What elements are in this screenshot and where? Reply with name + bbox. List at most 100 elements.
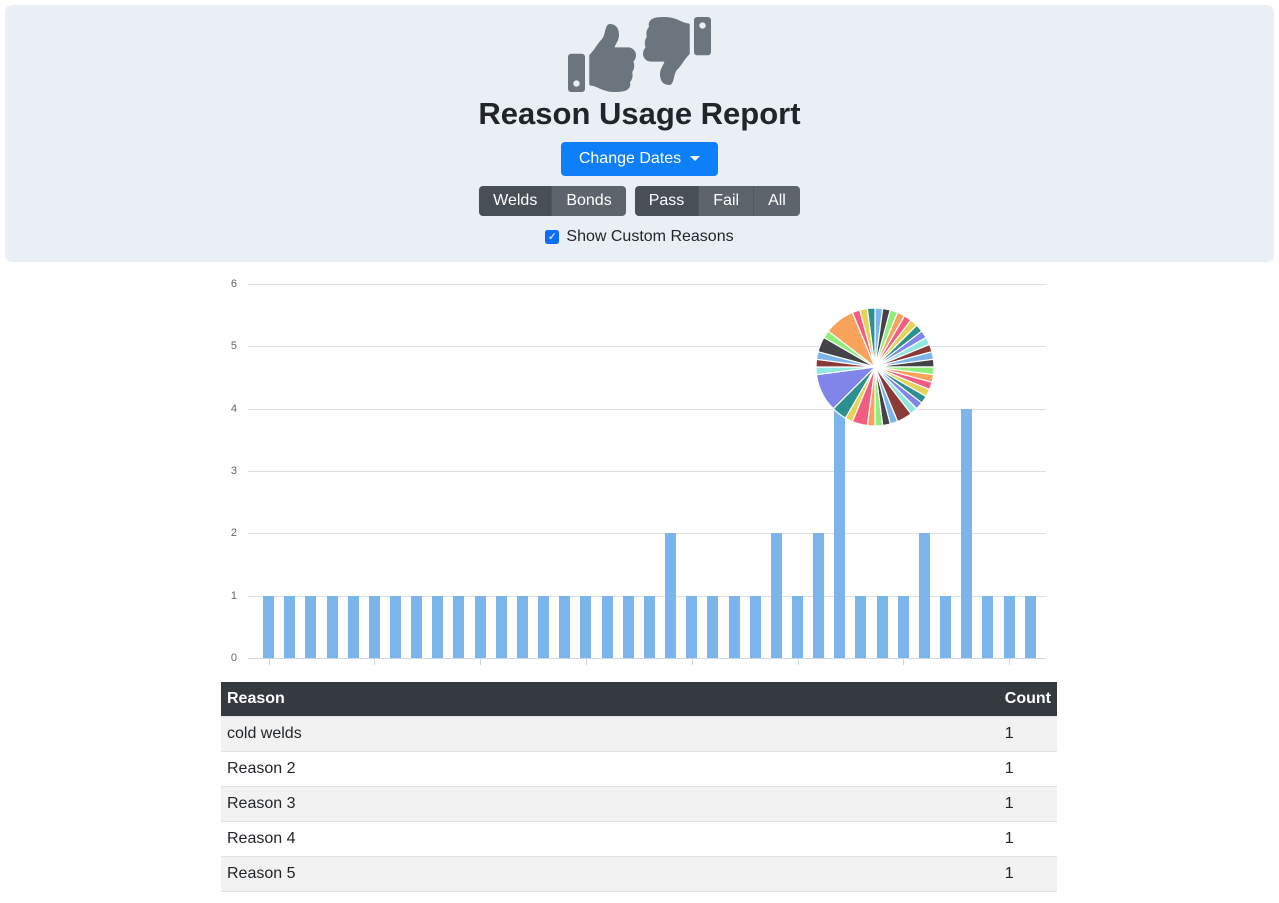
y-axis-label: 3 — [230, 464, 237, 477]
bar — [347, 595, 359, 658]
count-cell: 1 — [998, 716, 1057, 752]
bar-slot — [639, 284, 660, 658]
y-axis-label: 1 — [230, 589, 237, 602]
bar — [263, 595, 275, 658]
change-dates-label: Change Dates — [578, 150, 682, 168]
bar — [538, 595, 550, 658]
bar — [1024, 595, 1036, 658]
x-axis-tick — [903, 658, 905, 665]
gridline — [248, 533, 1046, 535]
reason-cell: cold welds — [221, 716, 999, 752]
table-row: cold welds 1 — [221, 716, 1057, 752]
bar — [643, 595, 655, 658]
bar — [834, 346, 846, 658]
table-header: Reason Count — [221, 682, 1057, 717]
show-custom-reasons-label[interactable]: Show Custom Reasons — [566, 228, 734, 246]
bar-slot — [935, 284, 956, 658]
filter-pass-button[interactable]: Pass — [634, 186, 699, 217]
bar — [601, 595, 613, 658]
bar — [855, 595, 867, 658]
bar-slot — [618, 284, 639, 658]
reason-cell: Reason 3 — [221, 786, 999, 822]
bar — [897, 595, 909, 658]
show-custom-reasons-row: ✓ Show Custom Reasons — [5, 228, 1274, 246]
gridline — [248, 470, 1046, 472]
bar — [982, 595, 994, 658]
reason-cell: Reason 2 — [221, 751, 999, 787]
reason-cell: Reason 4 — [221, 821, 999, 857]
x-axis-tick — [374, 658, 376, 665]
filter-groups: Welds Bonds Pass Fail All — [5, 186, 1274, 217]
bar-slot — [364, 284, 385, 658]
bar-slot — [575, 284, 596, 658]
bar — [305, 595, 317, 658]
bar — [390, 595, 402, 658]
bar — [622, 595, 634, 658]
bar-slot — [787, 284, 808, 658]
x-axis-tick — [480, 658, 482, 665]
icons-row — [5, 5, 1274, 92]
filter-fail-button[interactable]: Fail — [698, 186, 754, 217]
bar — [453, 595, 465, 658]
change-dates-row: Change Dates — [5, 132, 1274, 177]
x-axis-tick — [1009, 658, 1011, 665]
bar-slot — [723, 284, 744, 658]
bar-slot — [512, 284, 533, 658]
count-cell: 1 — [998, 786, 1057, 822]
bar-slot — [406, 284, 427, 658]
bar — [707, 595, 719, 658]
gridline — [248, 408, 1046, 410]
bar — [1003, 595, 1015, 658]
bar-slot — [300, 284, 321, 658]
y-axis-label: 5 — [230, 340, 237, 353]
bar — [559, 595, 571, 658]
filter-all-button[interactable]: All — [753, 186, 800, 217]
bar-slot — [470, 284, 491, 658]
count-cell: 1 — [998, 821, 1057, 857]
button-group-weld-bond: Welds Bonds — [479, 186, 626, 217]
bar — [770, 533, 782, 658]
reason-cell: Reason 5 — [221, 856, 999, 892]
bar-slot — [660, 284, 681, 658]
reason-pie-chart — [815, 307, 935, 427]
bar-slot — [850, 284, 871, 658]
bar-slot — [998, 284, 1019, 658]
bar — [791, 595, 803, 658]
bar-slot — [956, 284, 977, 658]
gridline — [248, 284, 1046, 285]
bar — [368, 595, 380, 658]
x-axis-line — [248, 657, 1046, 659]
bar-slot — [702, 284, 723, 658]
bar-slot — [872, 284, 893, 658]
count-cell: 1 — [998, 751, 1057, 787]
y-axis-label: 4 — [230, 402, 237, 415]
y-axis-label: 6 — [230, 278, 237, 290]
bar-slot — [279, 284, 300, 658]
bar-slot — [321, 284, 342, 658]
change-dates-button[interactable]: Change Dates — [560, 142, 719, 177]
bar-slot — [914, 284, 935, 658]
y-axis-label: 2 — [230, 527, 237, 540]
page-title: Reason Usage Report — [478, 96, 801, 131]
bar-slot — [745, 284, 766, 658]
bar-slot — [258, 284, 279, 658]
bar-slot — [829, 284, 850, 658]
thumbs-down-icon — [643, 17, 711, 85]
bar — [813, 533, 825, 658]
filter-welds-button[interactable]: Welds — [479, 186, 552, 217]
bar-slot — [427, 284, 448, 658]
bar — [686, 595, 698, 658]
filter-bonds-button[interactable]: Bonds — [551, 186, 626, 217]
bar — [749, 595, 761, 658]
bar-slot — [1020, 284, 1041, 658]
x-axis-tick — [268, 658, 270, 665]
bar-slot — [977, 284, 998, 658]
show-custom-reasons-checkbox[interactable]: ✓ — [545, 230, 560, 245]
bar-slot — [597, 284, 618, 658]
bar — [495, 595, 507, 658]
header-panel: Reason Usage Report Change Dates Welds Bo… — [5, 5, 1274, 262]
